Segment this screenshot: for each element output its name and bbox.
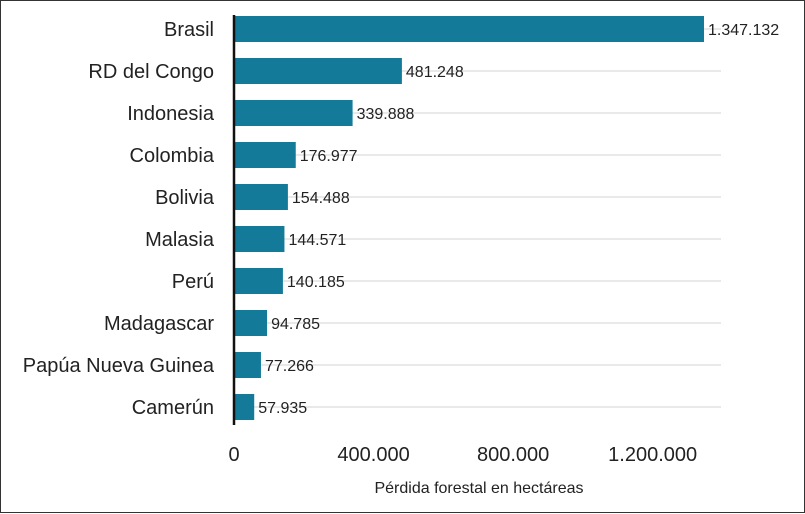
bar-8	[234, 352, 261, 378]
value-label: 339.888	[357, 106, 415, 123]
bar-3	[234, 142, 296, 168]
bar-6	[234, 268, 283, 294]
category-label: Bolivia	[155, 187, 215, 209]
category-label: Camerún	[132, 397, 214, 419]
value-label: 77.266	[265, 358, 314, 375]
category-label: Colombia	[130, 145, 215, 167]
category-label: Brasil	[164, 19, 214, 41]
bar-7	[234, 310, 268, 336]
category-label: RD del Congo	[88, 61, 214, 83]
x-tick-label: 0	[228, 444, 239, 466]
category-label: Papúa Nueva Guinea	[23, 355, 215, 377]
value-label: 176.977	[300, 148, 358, 165]
value-label: 57.935	[258, 400, 307, 417]
value-label: 94.785	[271, 316, 320, 333]
category-label: Malasia	[145, 229, 215, 251]
value-label: 154.488	[292, 190, 350, 207]
x-axis-title: Pérdida forestal en hectáreas	[374, 480, 583, 497]
bar-2	[234, 100, 353, 126]
bar-5	[234, 226, 285, 252]
bar-0	[234, 16, 704, 42]
x-tick-label: 1.200.000	[608, 444, 697, 466]
bar-1	[234, 58, 402, 84]
value-label: 144.571	[288, 232, 346, 249]
category-label: Perú	[172, 271, 214, 293]
category-label: Indonesia	[127, 103, 215, 125]
x-tick-label: 400.000	[337, 444, 409, 466]
x-tick-label: 800.000	[477, 444, 549, 466]
value-label: 140.185	[287, 274, 345, 291]
bar-9	[234, 394, 255, 420]
value-label: 1.347.132	[708, 22, 779, 39]
value-label: 481.248	[406, 64, 464, 81]
category-label: Madagascar	[104, 313, 214, 335]
bar-4	[234, 184, 288, 210]
